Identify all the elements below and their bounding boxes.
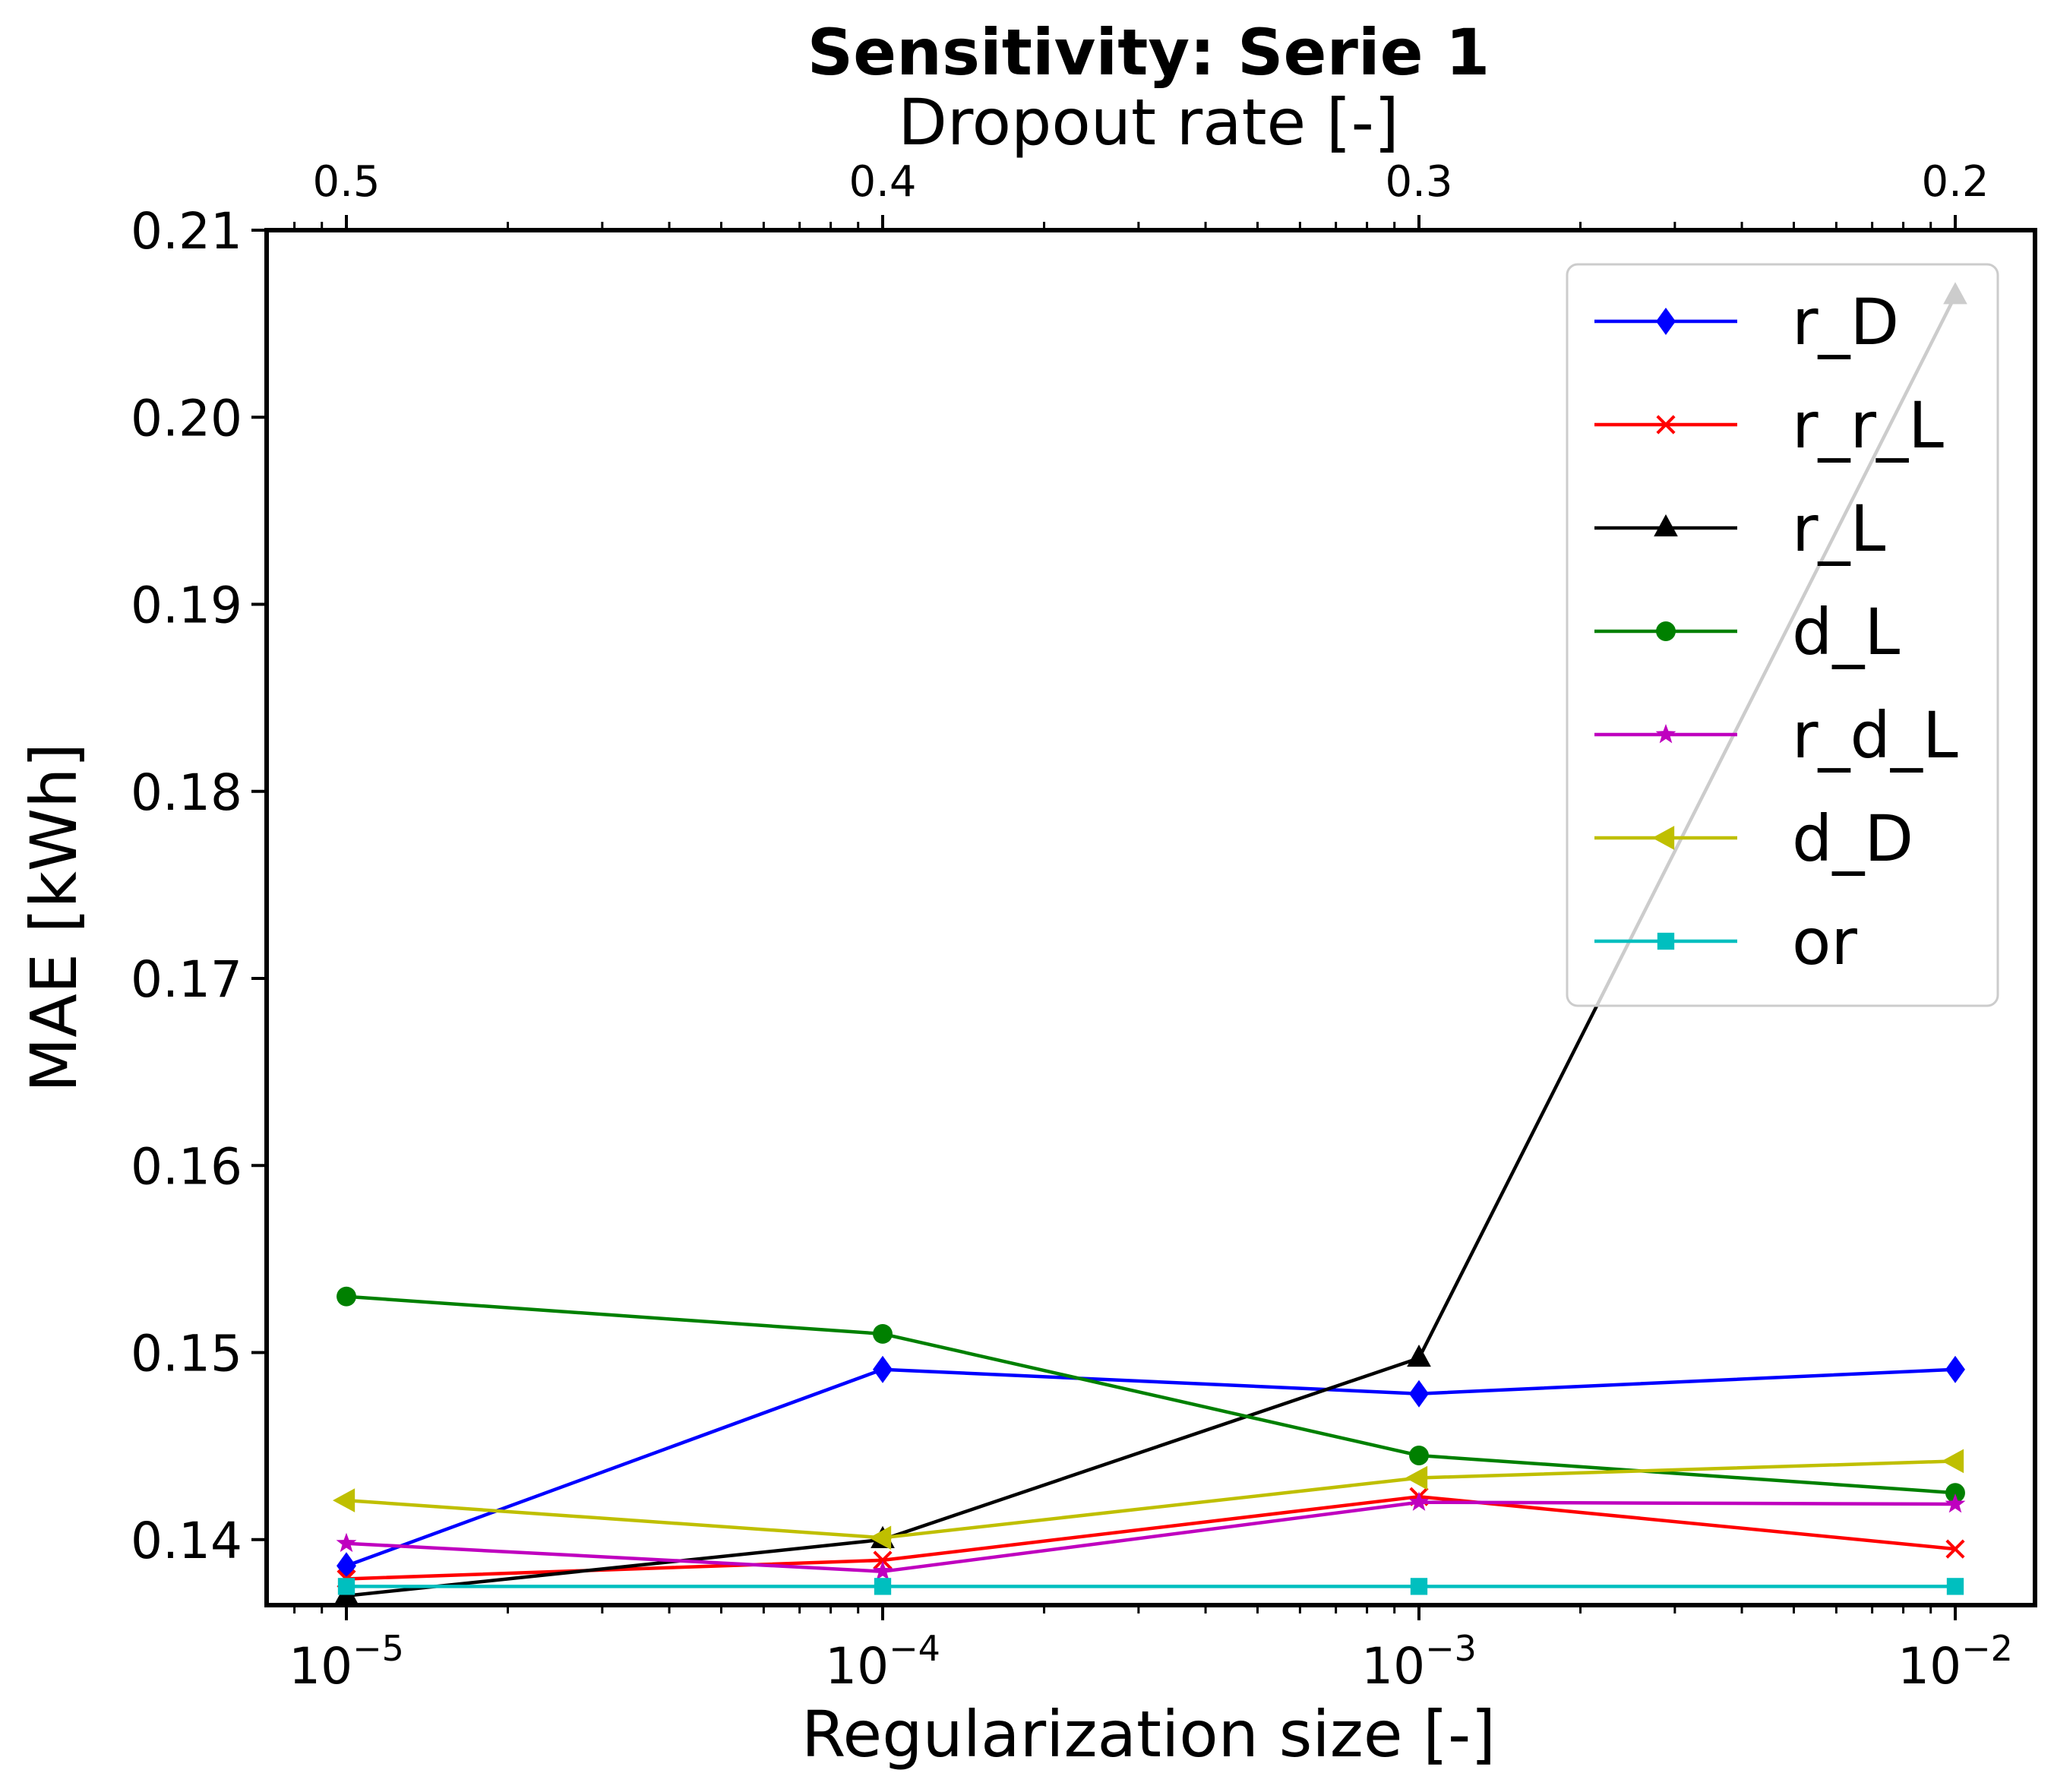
y-axis-label: MAE [kWh]	[17, 743, 91, 1092]
data-point	[869, 1525, 892, 1550]
x-tick-label-exponent: −2	[1961, 1628, 2013, 1669]
legend: r_D r_r_L r_L d_L r_d_L d_Dor	[1566, 263, 1999, 1007]
series-line	[346, 1494, 1956, 1581]
chart-title: Sensitivity: Serie 1	[807, 15, 1490, 90]
data-point	[1409, 1446, 1429, 1465]
x-tick-label-base: 10	[825, 1637, 889, 1696]
data-point	[873, 1550, 893, 1570]
x-tick-label-base: 10	[1361, 1637, 1425, 1696]
legend-marker	[1656, 415, 1676, 435]
top-x-tick-label: 0.4	[848, 157, 916, 207]
data-point	[1408, 1491, 1430, 1511]
y-tick-label: 0.14	[131, 1512, 242, 1570]
legend-label: r_L	[1792, 491, 1886, 566]
y-tick-label: 0.20	[131, 389, 242, 447]
y-tick-label: 0.16	[131, 1137, 242, 1196]
legend-label: r_r_L	[1792, 388, 1944, 463]
y-tick-label: 0.18	[131, 763, 242, 822]
series-line	[346, 1367, 1956, 1568]
x-axis-label: Regularization size [-]	[801, 1697, 1496, 1771]
legend-marker	[1654, 514, 1678, 537]
series-r_d_L	[336, 1491, 1966, 1580]
series-or	[337, 1578, 1964, 1595]
data-point	[1946, 1578, 1964, 1595]
data-point	[873, 1323, 893, 1344]
top-x-ticks: 0.5 0.4 0.3 0.2	[312, 157, 1989, 230]
data-point	[1945, 1355, 1965, 1383]
series-d_L	[337, 1286, 1965, 1503]
x-tick-label-base: 10	[1898, 1637, 1961, 1696]
legend-item-r_D: r_D	[1594, 285, 1899, 359]
y-tick-label: 0.21	[131, 202, 242, 261]
y-tick-label: 0.17	[131, 950, 242, 1009]
series-d_D	[333, 1449, 1964, 1550]
data-point	[1410, 1578, 1428, 1595]
legend-item-d_L: d_L	[1594, 595, 1900, 669]
y-tick-label: 0.19	[131, 577, 242, 635]
legend-label: r_D	[1792, 285, 1899, 359]
data-point	[1945, 1493, 1966, 1513]
legend-label: or	[1792, 905, 1857, 979]
series-line	[346, 1294, 1956, 1495]
x-tick-label: 10−2	[1898, 1628, 2013, 1696]
data-point	[1945, 1539, 1965, 1559]
legend-item-or: or	[1594, 905, 1857, 979]
data-point	[337, 1552, 356, 1580]
legend-marker	[1655, 724, 1676, 744]
top-x-axis-label: Dropout rate [-]	[898, 85, 1399, 160]
legend-label: d_L	[1792, 595, 1900, 669]
x-tick-label-exponent: −5	[352, 1628, 404, 1669]
data-point	[337, 1578, 356, 1595]
data-point	[872, 1560, 893, 1580]
x-ticks: 10−5 10−4 10−3 10−2	[289, 1605, 2013, 1696]
data-point	[333, 1488, 356, 1512]
data-point	[1942, 1449, 1964, 1474]
legend-label: d_D	[1792, 801, 1913, 876]
legend-item-r_L: r_L	[1594, 491, 1886, 566]
legend-marker	[1652, 826, 1675, 850]
legend-marker	[1657, 932, 1675, 950]
series-line	[346, 1500, 1956, 1573]
data-point	[1405, 1465, 1428, 1490]
x-tick-label: 10−4	[825, 1628, 940, 1696]
data-point	[1409, 1380, 1429, 1408]
legend-label: r_d_L	[1792, 698, 1958, 773]
legend-marker	[1656, 621, 1676, 641]
x-tick-label: 10−5	[289, 1628, 404, 1696]
x-tick-label: 10−3	[1361, 1628, 1477, 1696]
x-tick-label-exponent: −3	[1425, 1628, 1477, 1669]
top-x-tick-label: 0.3	[1385, 157, 1452, 207]
data-point	[1407, 1344, 1431, 1367]
plot-frame	[264, 228, 2037, 1607]
series-layer	[333, 282, 1967, 1604]
legend-item-r_d_L: r_d_L	[1594, 698, 1958, 773]
legend-marker	[1656, 308, 1676, 335]
y-tick-label: 0.15	[131, 1325, 242, 1383]
series-line	[346, 1459, 1956, 1540]
legend-item-r_r_L: r_r_L	[1594, 388, 1944, 463]
x-tick-label-base: 10	[289, 1637, 352, 1696]
y-ticks: 0.14 0.15 0.16 0.17 0.18 0.19 0.20 0.21	[131, 202, 267, 1570]
top-x-tick-label: 0.2	[1921, 157, 1989, 207]
data-point	[337, 1286, 356, 1307]
data-point	[873, 1355, 893, 1383]
data-point	[1945, 1483, 1965, 1503]
data-point	[336, 1532, 357, 1553]
x-tick-label-exponent: −4	[889, 1628, 940, 1669]
legend-item-d_D: d_D	[1594, 801, 1913, 876]
legend-box	[1566, 263, 1999, 1007]
data-point	[874, 1578, 892, 1595]
top-x-tick-label: 0.5	[312, 157, 380, 207]
